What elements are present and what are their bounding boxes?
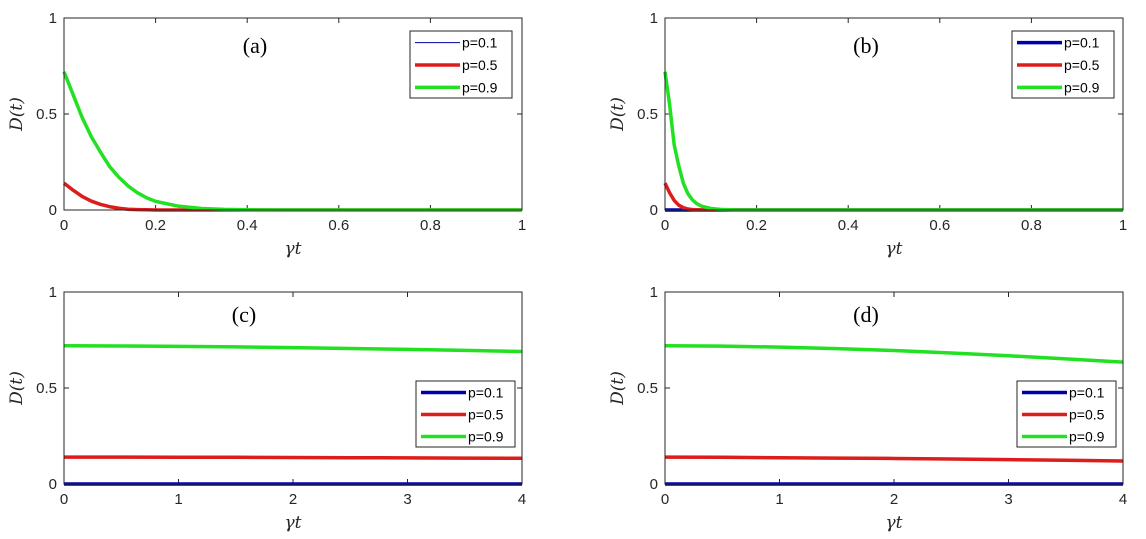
legend: p=0.1 p=0.5 p=0.9 — [1011, 30, 1115, 99]
plot-frame — [664, 291, 1124, 485]
x-axis-label: γt — [886, 513, 903, 533]
legend-entry: p=0.5 — [1069, 407, 1105, 423]
series-line-p-0-5 — [64, 455, 523, 461]
legend-entry: p=0.9 — [1069, 429, 1105, 445]
legend-entry: p=0.1 — [468, 385, 504, 401]
panel-label: (c) — [232, 302, 256, 327]
y-axis-label: D(t) — [608, 371, 628, 406]
series-line-p-0-9 — [664, 344, 1124, 364]
legend: p=0.1 p=0.5 p=0.9 — [415, 380, 516, 448]
panel-label: (b) — [853, 33, 879, 58]
x-tick-label: 0.4 — [237, 217, 258, 234]
y-tick-label: 0 — [49, 202, 57, 219]
x-tick-label: 1 — [174, 491, 182, 508]
plot-frame — [664, 17, 1124, 211]
x-axis-label: γt — [285, 239, 302, 259]
y-tick-label: 1 — [49, 284, 57, 301]
y-tick-label: 0.5 — [36, 380, 57, 397]
y-tick-label: 1 — [650, 10, 658, 27]
plot-frame — [63, 17, 523, 211]
x-tick-label: 2 — [890, 491, 898, 508]
legend-entry: p=0.9 — [468, 429, 504, 445]
x-tick-label: 0.8 — [1021, 217, 1042, 234]
y-tick-label: 0 — [49, 476, 57, 493]
x-tick-label: 1 — [1119, 217, 1127, 234]
panel-label: (d) — [853, 302, 879, 327]
x-tick-label: 1 — [775, 491, 783, 508]
x-axis-label: γt — [886, 239, 903, 259]
legend-entry: p=0.1 — [462, 35, 498, 51]
y-tick-label: 0.5 — [36, 106, 57, 123]
panel-label: (a) — [243, 33, 267, 58]
legend: p=0.1 p=0.5 p=0.9 — [1016, 380, 1117, 448]
legend: p=0.1 p=0.5 p=0.9 — [409, 30, 513, 99]
x-tick-label: 0 — [60, 217, 68, 234]
y-tick-label: 1 — [650, 284, 658, 301]
y-tick-label: 1 — [49, 10, 57, 27]
legend-entry: p=0.5 — [462, 57, 498, 73]
x-tick-label: 3 — [403, 491, 411, 508]
y-tick-label: 0 — [650, 476, 658, 493]
y-tick-label: 0.5 — [637, 106, 658, 123]
legend-entry: p=0.5 — [468, 407, 504, 423]
legend-entry: p=0.9 — [462, 79, 498, 95]
legend-entry: p=0.9 — [1064, 79, 1100, 95]
panel-d: 0 1 2 3 4 0 0.5 1 γt D(t) (d) p=0.1 p=0.5 p=0.9 — [608, 284, 1127, 533]
x-tick-label: 0 — [661, 217, 669, 234]
x-tick-label: 0.2 — [746, 217, 767, 234]
y-axis-label: D(t) — [7, 97, 27, 132]
series-line-p-0-9 — [63, 344, 523, 354]
x-tick-label: 2 — [289, 491, 297, 508]
plot-frame — [63, 291, 523, 485]
x-tick-label: 0.6 — [328, 217, 349, 234]
x-tick-label: 0 — [661, 491, 669, 508]
y-tick-label: 0 — [650, 202, 658, 219]
legend-entry: p=0.1 — [1064, 35, 1100, 51]
x-tick-label: 0.6 — [929, 217, 950, 234]
legend-entry: p=0.1 — [1069, 385, 1105, 401]
x-tick-label: 4 — [1119, 491, 1127, 508]
x-tick-label: 4 — [518, 491, 526, 508]
x-axis-label: γt — [285, 513, 302, 533]
panel-c: 0 1 2 3 4 0 0.5 1 γt D(t) (c) p=0.1 p=0.5 p=0.9 — [7, 284, 526, 533]
legend-entry: p=0.5 — [1064, 57, 1100, 73]
x-tick-label: 3 — [1004, 491, 1012, 508]
y-axis-label: D(t) — [7, 371, 27, 406]
x-tick-label: 0.2 — [145, 217, 166, 234]
y-axis-label: D(t) — [608, 97, 628, 132]
x-tick-label: 1 — [518, 217, 526, 234]
x-tick-label: 0.4 — [838, 217, 859, 234]
x-tick-label: 0 — [60, 491, 68, 508]
series-line-p-0-5 — [664, 455, 1124, 463]
x-tick-label: 0.8 — [420, 217, 441, 234]
y-tick-label: 0.5 — [637, 380, 658, 397]
